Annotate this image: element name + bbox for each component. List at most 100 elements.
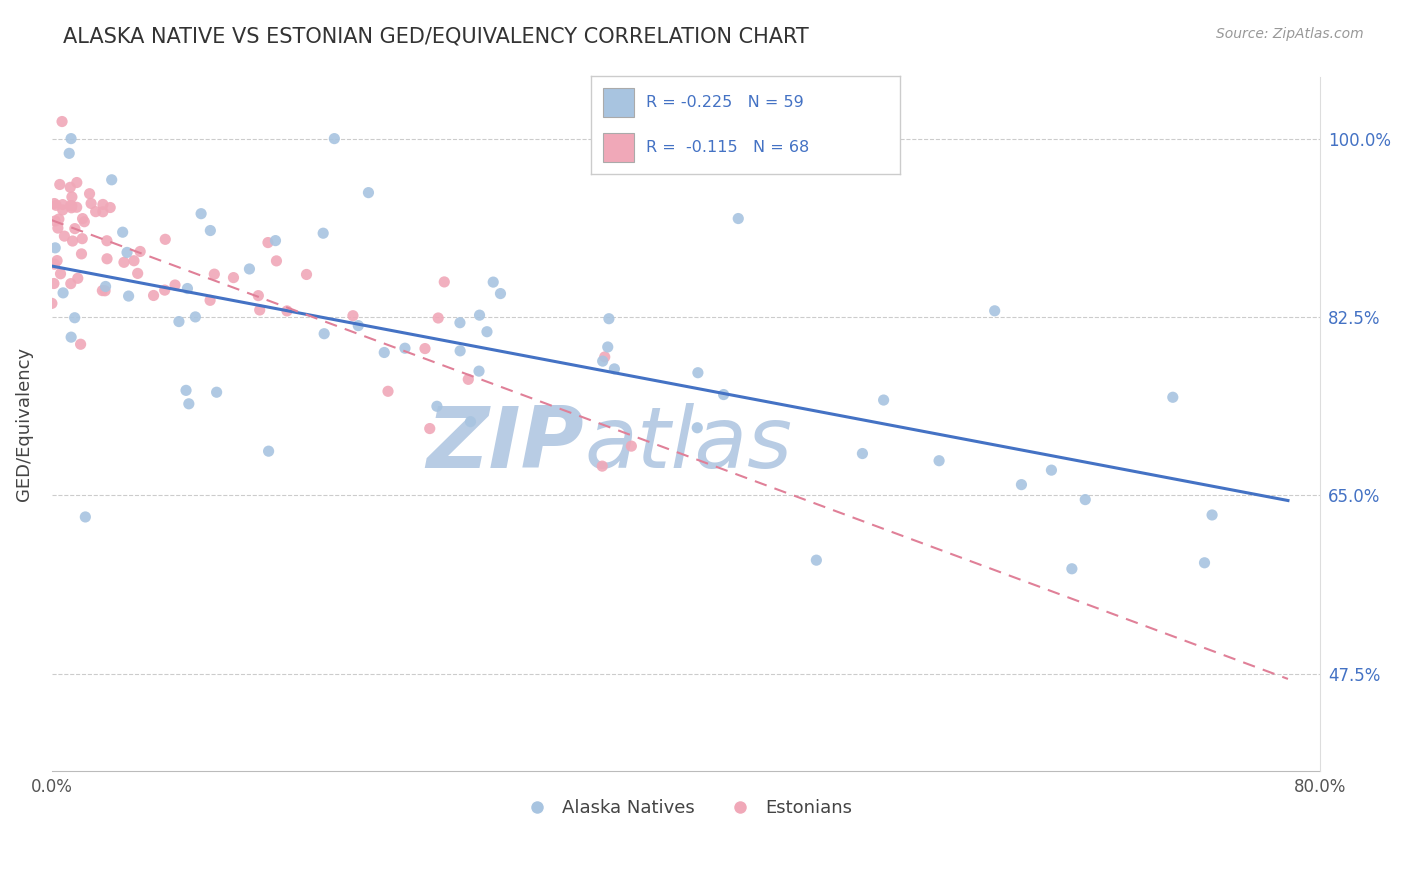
- Point: [176, 281, 198, 295]
- Point: [198, 293, 221, 308]
- Text: R = -0.225   N = 59: R = -0.225 N = 59: [647, 95, 804, 110]
- Point: [449, 316, 471, 330]
- Point: [59, 180, 82, 194]
- Point: [806, 553, 828, 567]
- Point: [52, 197, 75, 211]
- Point: [75, 510, 97, 524]
- Point: [112, 255, 135, 269]
- Point: [357, 186, 380, 200]
- Point: [184, 310, 207, 324]
- Point: [200, 223, 222, 237]
- Point: [60, 190, 83, 204]
- Point: [620, 439, 643, 453]
- Point: [872, 392, 894, 407]
- Point: [46, 253, 69, 268]
- Point: [266, 253, 288, 268]
- Point: [69, 337, 91, 351]
- Point: [427, 311, 450, 326]
- Point: [163, 278, 186, 293]
- Bar: [603, 87, 634, 117]
- Point: [323, 131, 346, 145]
- Point: [603, 362, 626, 376]
- Point: [433, 275, 456, 289]
- Point: [257, 235, 280, 250]
- Point: [142, 288, 165, 302]
- Point: [190, 207, 212, 221]
- Point: [983, 303, 1005, 318]
- Point: [468, 364, 491, 378]
- Text: Source: ZipAtlas.com: Source: ZipAtlas.com: [1216, 27, 1364, 41]
- Legend: Alaska Natives, Estonians: Alaska Natives, Estonians: [512, 791, 859, 824]
- Point: [91, 204, 114, 219]
- Point: [70, 232, 93, 246]
- Point: [249, 303, 271, 318]
- Point: [80, 196, 103, 211]
- Point: [129, 244, 152, 259]
- Point: [276, 304, 298, 318]
- Point: [91, 284, 114, 298]
- Point: [72, 211, 94, 226]
- Point: [596, 340, 619, 354]
- Point: [155, 232, 177, 246]
- Bar: [603, 133, 634, 162]
- Y-axis label: GED/Equivalency: GED/Equivalency: [15, 347, 32, 501]
- Point: [111, 225, 134, 239]
- Point: [457, 372, 479, 386]
- Point: [100, 173, 122, 187]
- Point: [222, 270, 245, 285]
- Text: atlas: atlas: [585, 403, 792, 486]
- Point: [115, 245, 138, 260]
- Point: [53, 229, 76, 244]
- Point: [449, 343, 471, 358]
- Point: [851, 446, 873, 460]
- Point: [117, 289, 139, 303]
- Point: [153, 283, 176, 297]
- Point: [59, 198, 82, 212]
- Point: [60, 201, 83, 215]
- Point: [46, 221, 69, 235]
- Point: [713, 387, 735, 401]
- Point: [98, 201, 121, 215]
- Point: [91, 197, 114, 211]
- Point: [122, 253, 145, 268]
- Point: [593, 350, 616, 364]
- Point: [52, 285, 75, 300]
- Point: [63, 221, 86, 235]
- Point: [373, 345, 395, 359]
- Point: [167, 314, 190, 328]
- Point: [42, 277, 65, 291]
- Point: [592, 354, 614, 368]
- Point: [94, 279, 117, 293]
- Point: [257, 444, 280, 458]
- Point: [314, 326, 336, 341]
- Point: [686, 421, 709, 435]
- Point: [468, 308, 491, 322]
- Point: [60, 131, 83, 145]
- Point: [928, 453, 950, 467]
- Point: [66, 271, 89, 285]
- Point: [84, 204, 107, 219]
- Point: [79, 186, 101, 201]
- Point: [482, 275, 505, 289]
- Point: [44, 196, 66, 211]
- Point: [58, 146, 80, 161]
- Point: [73, 215, 96, 229]
- Point: [60, 199, 83, 213]
- Point: [460, 415, 482, 429]
- Point: [295, 268, 318, 282]
- Point: [94, 284, 117, 298]
- Point: [41, 296, 63, 310]
- Point: [686, 366, 709, 380]
- Point: [49, 178, 72, 192]
- Text: ZIP: ZIP: [426, 403, 585, 486]
- Point: [413, 342, 436, 356]
- Point: [96, 234, 118, 248]
- Point: [174, 384, 197, 398]
- Point: [598, 311, 620, 326]
- Point: [394, 341, 416, 355]
- Point: [377, 384, 399, 399]
- Point: [52, 202, 75, 217]
- Point: [1040, 463, 1063, 477]
- Point: [66, 176, 89, 190]
- Point: [96, 252, 118, 266]
